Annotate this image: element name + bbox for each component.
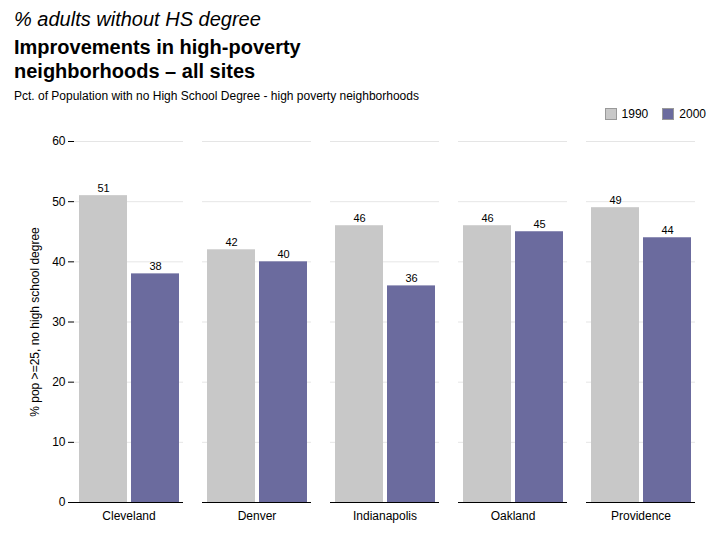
svg-text:46: 46 [481, 212, 493, 224]
svg-text:46: 46 [353, 212, 365, 224]
html-text:2000: 2000 [679, 107, 706, 121]
svg-text:45: 45 [533, 218, 545, 230]
svg-text:30: 30 [52, 315, 66, 329]
html-text:Pct. of Population with no Hig: Pct. of Population with no High School D… [14, 89, 419, 103]
svg-text:44: 44 [661, 224, 673, 236]
svg-text:50: 50 [52, 195, 66, 209]
svg-text:36: 36 [405, 272, 417, 284]
svg-text:Oakland: Oakland [491, 509, 536, 523]
svg-text:38: 38 [149, 260, 161, 272]
svg-text:51: 51 [97, 182, 109, 194]
html-text:% adults without HS degree: % adults without HS degree [14, 8, 261, 30]
svg-text:Denver: Denver [238, 509, 277, 523]
svg-text:40: 40 [52, 255, 66, 269]
svg-text:Indianapolis: Indianapolis [353, 509, 417, 523]
svg-text:40: 40 [277, 248, 289, 260]
svg-text:Cleveland: Cleveland [102, 509, 155, 523]
svg-text:20: 20 [52, 375, 66, 389]
svg-text:10: 10 [52, 435, 66, 449]
svg-text:Providence: Providence [611, 509, 671, 523]
html-text:1990: 1990 [621, 107, 649, 121]
html-text:Improvements in high-poverty n: Improvements in high-poverty neighborhoo… [14, 36, 301, 82]
svg-text:0: 0 [59, 495, 66, 509]
svg-text:% pop >=25, no high school deg: % pop >=25, no high school degree [28, 227, 42, 417]
svg-text:42: 42 [225, 236, 237, 248]
svg-text:49: 49 [609, 194, 621, 206]
svg-text:60: 60 [52, 134, 66, 148]
